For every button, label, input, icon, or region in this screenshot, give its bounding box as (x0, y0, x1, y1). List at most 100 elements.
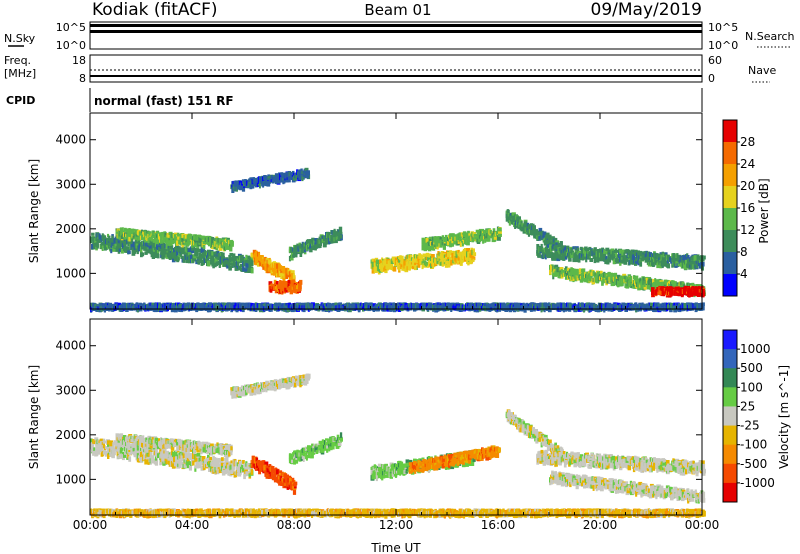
power-cell (542, 236, 545, 242)
power-cell (181, 258, 184, 263)
power-cell (112, 246, 117, 252)
power-cell (466, 239, 470, 246)
freq-label-line1: Freq. (4, 54, 31, 67)
power-cell (535, 229, 538, 234)
power-cell (174, 251, 177, 256)
power-cell (247, 267, 252, 273)
power-cell (273, 264, 278, 271)
power-cell (136, 248, 139, 255)
power-cell (296, 243, 300, 248)
power-cell (280, 280, 284, 285)
power-cell (682, 255, 686, 261)
power-cell (130, 238, 134, 243)
power-cell (209, 236, 213, 243)
power-cell (564, 266, 568, 270)
power-cell (498, 227, 502, 232)
power-cell (196, 256, 201, 260)
power-cell (210, 255, 215, 261)
power-cell (607, 258, 612, 263)
power-cell (570, 268, 574, 272)
power-cell (635, 258, 639, 264)
power-cell (272, 270, 276, 276)
power-cell (242, 258, 247, 262)
power-cell (250, 267, 254, 274)
power-cell (252, 249, 257, 255)
power-cell (527, 224, 531, 228)
power-cell (200, 259, 204, 266)
power-cell (410, 264, 414, 268)
power-scatter-data (90, 167, 706, 313)
power-cell (621, 249, 626, 256)
power-cell (514, 223, 517, 229)
power-cell (178, 239, 181, 244)
power-cell (291, 279, 296, 286)
power-cell (381, 257, 384, 262)
power-cell (510, 220, 513, 225)
power-cell (560, 269, 563, 275)
power-cell (542, 231, 546, 236)
nsearch-tick-top: 10^5 (708, 21, 738, 34)
power-cell (632, 254, 636, 258)
power-cell (280, 283, 284, 289)
power-cell (336, 229, 339, 235)
freq-label-line2: [MHz] (4, 67, 36, 80)
power-cell (436, 244, 439, 250)
power-cell (624, 255, 628, 259)
power-cell (285, 288, 289, 293)
power-cell (338, 226, 343, 233)
power-cell (299, 286, 302, 292)
power-cell (583, 254, 586, 260)
power-cell (294, 253, 298, 258)
power-cell (141, 235, 144, 241)
power-cell (193, 254, 198, 259)
power-cell (603, 249, 606, 254)
power-cell (576, 276, 580, 281)
power-cell (276, 284, 279, 289)
power-cell (194, 242, 199, 248)
power-cell (147, 238, 150, 244)
power-cell (492, 228, 496, 233)
power-cell (224, 238, 227, 243)
power-cell (202, 241, 206, 245)
power-cell (441, 262, 444, 267)
power-cell (441, 235, 445, 240)
power-cell (554, 255, 557, 261)
power-cell (328, 232, 331, 236)
power-cell (472, 248, 475, 253)
power-cell (115, 239, 120, 243)
power-cell (481, 231, 483, 235)
power-cell (282, 289, 285, 294)
power-cell (162, 233, 166, 239)
power-cell (588, 270, 591, 274)
power-cell (119, 242, 122, 246)
power-cell (177, 255, 180, 262)
power-cell (152, 238, 157, 243)
power-cell (297, 248, 301, 252)
power-cell (218, 245, 223, 251)
power-cell (537, 251, 540, 257)
power-cell (159, 232, 163, 237)
power-cell (517, 217, 521, 222)
power-cell (578, 272, 583, 276)
power-cell (400, 264, 404, 270)
power-cell (652, 261, 655, 267)
power-cell (581, 268, 586, 274)
power-cell (187, 248, 192, 253)
power-cell (437, 255, 441, 261)
power-cell (213, 261, 216, 267)
power-cell (268, 281, 273, 287)
power-cell (630, 250, 634, 256)
power-cell (253, 252, 256, 258)
power-cell (217, 242, 221, 248)
power-cell (414, 265, 417, 271)
power-cell (584, 251, 588, 257)
power-cell (200, 247, 204, 253)
power-cell (292, 273, 295, 279)
power-cell (474, 233, 479, 239)
power-cell (430, 241, 433, 246)
power-cell (662, 253, 665, 258)
power-cell (690, 263, 694, 269)
power-cell (215, 261, 218, 267)
